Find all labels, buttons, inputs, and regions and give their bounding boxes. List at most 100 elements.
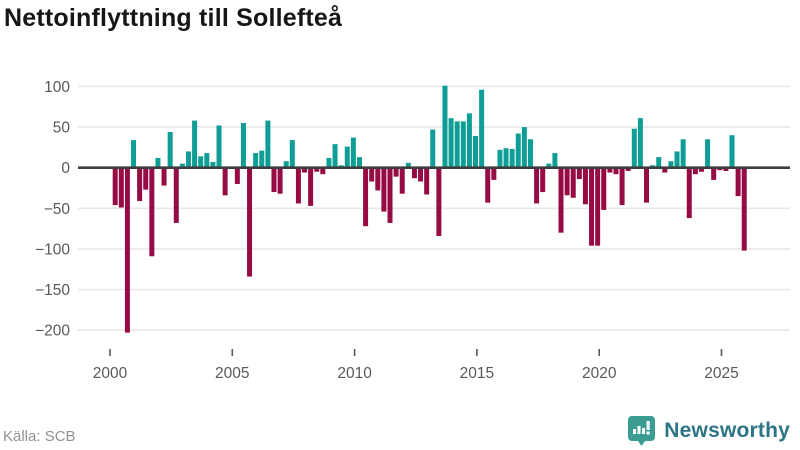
bar — [589, 167, 595, 246]
bar — [723, 167, 729, 171]
bar — [247, 167, 253, 277]
x-axis-tick-label: 2000 — [93, 365, 128, 382]
x-axis-tick-label: 2005 — [215, 365, 249, 382]
bar — [387, 167, 393, 223]
bar — [558, 167, 564, 233]
bar — [381, 167, 387, 212]
bar — [564, 167, 570, 196]
bar — [607, 167, 613, 173]
y-axis-tick-label: −200 — [35, 323, 70, 340]
bar — [436, 167, 442, 236]
bar — [674, 151, 680, 168]
bar — [167, 131, 173, 168]
bar — [430, 129, 436, 168]
bar — [698, 167, 704, 172]
bar — [344, 146, 350, 168]
bar — [680, 139, 686, 168]
bar — [442, 85, 448, 168]
bar — [143, 167, 149, 190]
bar — [473, 136, 479, 168]
y-axis-tick-label: −150 — [35, 282, 70, 299]
bar — [350, 137, 356, 168]
bar — [656, 157, 662, 168]
bar — [491, 167, 497, 180]
bar — [185, 151, 191, 168]
bar — [356, 157, 362, 168]
bar — [485, 167, 491, 203]
bar — [393, 167, 399, 177]
bar — [155, 157, 161, 168]
bar — [240, 123, 246, 168]
bar — [540, 167, 546, 193]
bar — [631, 128, 637, 168]
bar — [314, 167, 320, 172]
bar — [595, 167, 601, 246]
bar — [662, 167, 668, 173]
bar — [204, 153, 210, 168]
bar — [479, 89, 485, 168]
bar — [705, 139, 711, 168]
bar — [265, 120, 271, 168]
bar — [259, 150, 265, 168]
bar — [375, 167, 381, 191]
bar — [515, 133, 521, 168]
newsworthy-logo[interactable]: Newsworthy — [627, 414, 790, 448]
bar — [179, 163, 185, 168]
y-axis-tick-label: −100 — [35, 241, 70, 258]
bar — [534, 167, 540, 204]
bar — [320, 167, 326, 175]
bar — [552, 153, 558, 168]
bar — [668, 161, 674, 168]
bar — [369, 167, 375, 182]
bar — [454, 121, 460, 168]
bar — [411, 167, 417, 179]
bar — [460, 121, 466, 168]
bar — [192, 120, 198, 168]
bar — [399, 167, 405, 194]
y-axis-tick-label: 100 — [44, 79, 70, 96]
bar — [332, 144, 338, 168]
bar — [216, 125, 222, 168]
bar — [509, 149, 515, 168]
bar — [692, 167, 698, 175]
bar — [729, 135, 735, 168]
bar — [601, 167, 607, 210]
bar — [283, 161, 289, 168]
newsworthy-speech-bubble-chart-icon — [628, 416, 656, 446]
bar — [112, 167, 118, 206]
chart-title: Nettoinflyttning till Sollefteå — [4, 4, 343, 32]
bar — [741, 167, 747, 251]
bar — [686, 167, 692, 219]
bar — [448, 118, 454, 168]
y-axis-tick-label: −50 — [44, 201, 71, 218]
bar — [271, 167, 277, 193]
x-axis-tick-label: 2015 — [460, 365, 494, 382]
bar — [576, 167, 582, 180]
bar — [118, 167, 124, 208]
bar — [521, 127, 527, 168]
bar — [277, 167, 283, 194]
bar — [418, 167, 424, 182]
bar — [363, 167, 369, 227]
bar — [137, 167, 143, 202]
bar — [326, 157, 332, 168]
bar — [503, 148, 509, 168]
bar — [546, 163, 552, 168]
x-axis-tick-label: 2010 — [337, 365, 372, 382]
bar — [161, 167, 167, 186]
y-axis-tick-label: 0 — [61, 160, 70, 177]
bar — [308, 167, 314, 206]
bar — [582, 167, 588, 205]
bar — [131, 140, 137, 168]
bar — [289, 140, 295, 168]
source-note: Källa: SCB — [3, 428, 76, 445]
bar — [735, 167, 741, 197]
bar — [173, 167, 179, 223]
y-axis-tick-label: 50 — [53, 120, 71, 137]
bar — [149, 167, 155, 257]
bar — [570, 167, 576, 198]
bar — [625, 167, 631, 171]
bar — [234, 167, 240, 184]
x-axis-tick-label: 2025 — [704, 365, 738, 382]
